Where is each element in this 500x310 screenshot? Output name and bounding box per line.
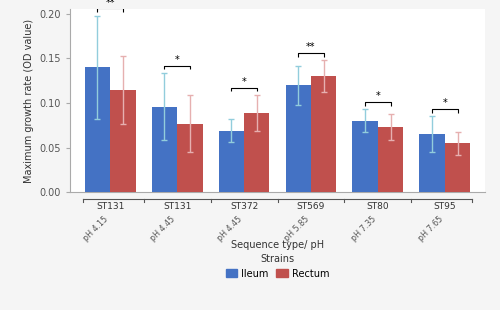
Text: pH 5.85: pH 5.85 [282, 214, 311, 243]
Y-axis label: Maximum growth rate (OD value): Maximum growth rate (OD value) [24, 19, 34, 183]
Text: *: * [442, 98, 447, 108]
Text: pH 4.45: pH 4.45 [216, 214, 244, 242]
Bar [420, 134, 445, 192]
Bar [177, 123, 203, 192]
Text: **: ** [306, 42, 316, 52]
Text: pH 7.35: pH 7.35 [350, 214, 378, 243]
Text: ST569: ST569 [297, 202, 325, 211]
Bar [218, 131, 244, 192]
Bar [378, 127, 404, 192]
Text: ST131: ST131 [96, 202, 124, 211]
Bar [244, 113, 270, 192]
Text: *: * [376, 91, 380, 101]
Text: **: ** [106, 0, 115, 7]
Text: ST80: ST80 [366, 202, 389, 211]
Bar [152, 107, 177, 192]
Bar [286, 85, 311, 192]
Bar [445, 143, 470, 192]
Legend: Ileum, Rectum: Ileum, Rectum [222, 250, 334, 282]
Text: *: * [242, 77, 246, 87]
Bar [311, 76, 336, 192]
Bar [110, 90, 136, 192]
Text: pH 4.45: pH 4.45 [148, 214, 177, 242]
Text: *: * [174, 55, 180, 64]
Bar [352, 121, 378, 192]
Text: pH 4.15: pH 4.15 [82, 214, 110, 242]
Bar [84, 67, 110, 192]
Text: ST372: ST372 [230, 202, 258, 211]
Text: Sequence type/ pH: Sequence type/ pH [231, 240, 324, 250]
Text: ST95: ST95 [434, 202, 456, 211]
Text: pH 7.65: pH 7.65 [416, 214, 445, 243]
Text: ST131: ST131 [163, 202, 192, 211]
